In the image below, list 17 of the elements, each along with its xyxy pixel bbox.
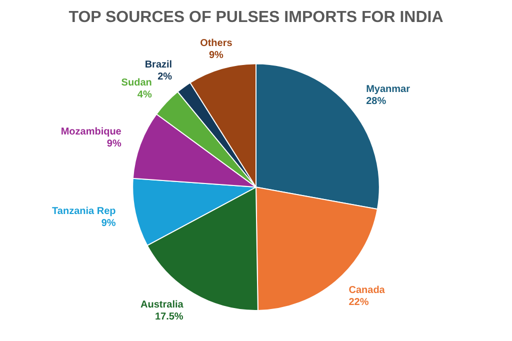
slice-label: Myanmar bbox=[366, 84, 410, 95]
data-label: 2% bbox=[158, 72, 172, 83]
data-label: 28% bbox=[366, 96, 386, 107]
data-label: 9% bbox=[106, 138, 122, 150]
slice-label: Sudan bbox=[121, 77, 152, 88]
slice-label: Tanzania Rep bbox=[52, 206, 116, 217]
data-label: 17.5% bbox=[154, 311, 184, 322]
data-label: 9% bbox=[208, 50, 224, 62]
slice-label: Others bbox=[200, 38, 233, 50]
slice-label: Australia bbox=[140, 299, 184, 310]
slice-label: Mozambique bbox=[60, 126, 122, 138]
slice-label: Brazil bbox=[144, 60, 172, 71]
slice-label: Canada bbox=[348, 285, 386, 296]
data-label: 4% bbox=[137, 89, 152, 100]
data-label: 9% bbox=[101, 218, 116, 229]
chart-title: TOP SOURCES OF PULSES IMPORTS FOR INDIA bbox=[68, 9, 444, 26]
data-label: 22% bbox=[348, 297, 369, 308]
